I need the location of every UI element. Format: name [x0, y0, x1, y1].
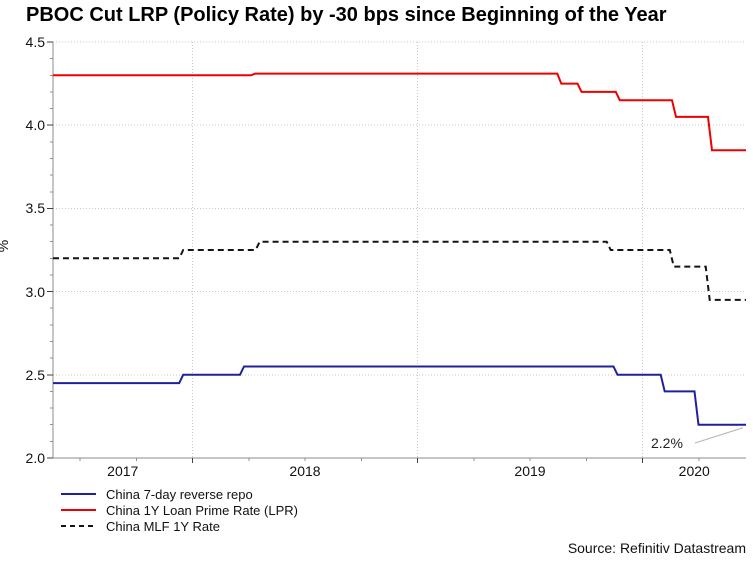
y-tick-label: 2.5	[25, 366, 45, 383]
legend: China 7-day reverse repo China 1Y Loan Pr…	[60, 486, 298, 534]
legend-swatch-line	[61, 509, 96, 511]
legend-item: China MLF 1Y Rate	[60, 518, 298, 534]
source-credit: Source: Refinitiv Datastream	[567, 540, 746, 556]
y-tick-label: 4.0	[25, 117, 45, 134]
series-line-china-mlf-1y-rate	[53, 240, 746, 301]
x-tick-label: 2019	[514, 463, 546, 479]
y-tick-label: 3.0	[25, 283, 45, 300]
legend-item: China 7-day reverse repo	[60, 486, 298, 502]
legend-label: China MLF 1Y Rate	[106, 518, 220, 534]
y-tick-label: 4.5	[25, 34, 45, 50]
chart-title: PBOC Cut LRP (Policy Rate) by -30 bps si…	[26, 4, 667, 26]
series-line-china-7-day-reverse-repo	[53, 365, 746, 426]
x-tick-label: 2018	[289, 463, 321, 479]
series-line-china-1y-loan-prime-rate-lpr-	[53, 72, 746, 152]
legend-label: China 1Y Loan Prime Rate (LPR)	[106, 502, 298, 518]
legend-swatch-line	[61, 493, 96, 495]
annotation-callout-line	[694, 427, 744, 444]
legend-label: China 7-day reverse repo	[106, 486, 253, 502]
x-tick-label: 2020	[678, 463, 710, 479]
x-tick-label: 2017	[107, 463, 139, 479]
legend-swatch-dashed-line	[61, 525, 96, 527]
legend-item: China 1Y Loan Prime Rate (LPR)	[60, 502, 298, 518]
annotation-last-value: 2.2%	[651, 435, 683, 451]
y-axis-label: %	[0, 240, 11, 252]
y-tick-label: 3.5	[25, 200, 45, 217]
y-tick-label: 2.0	[25, 450, 45, 466]
